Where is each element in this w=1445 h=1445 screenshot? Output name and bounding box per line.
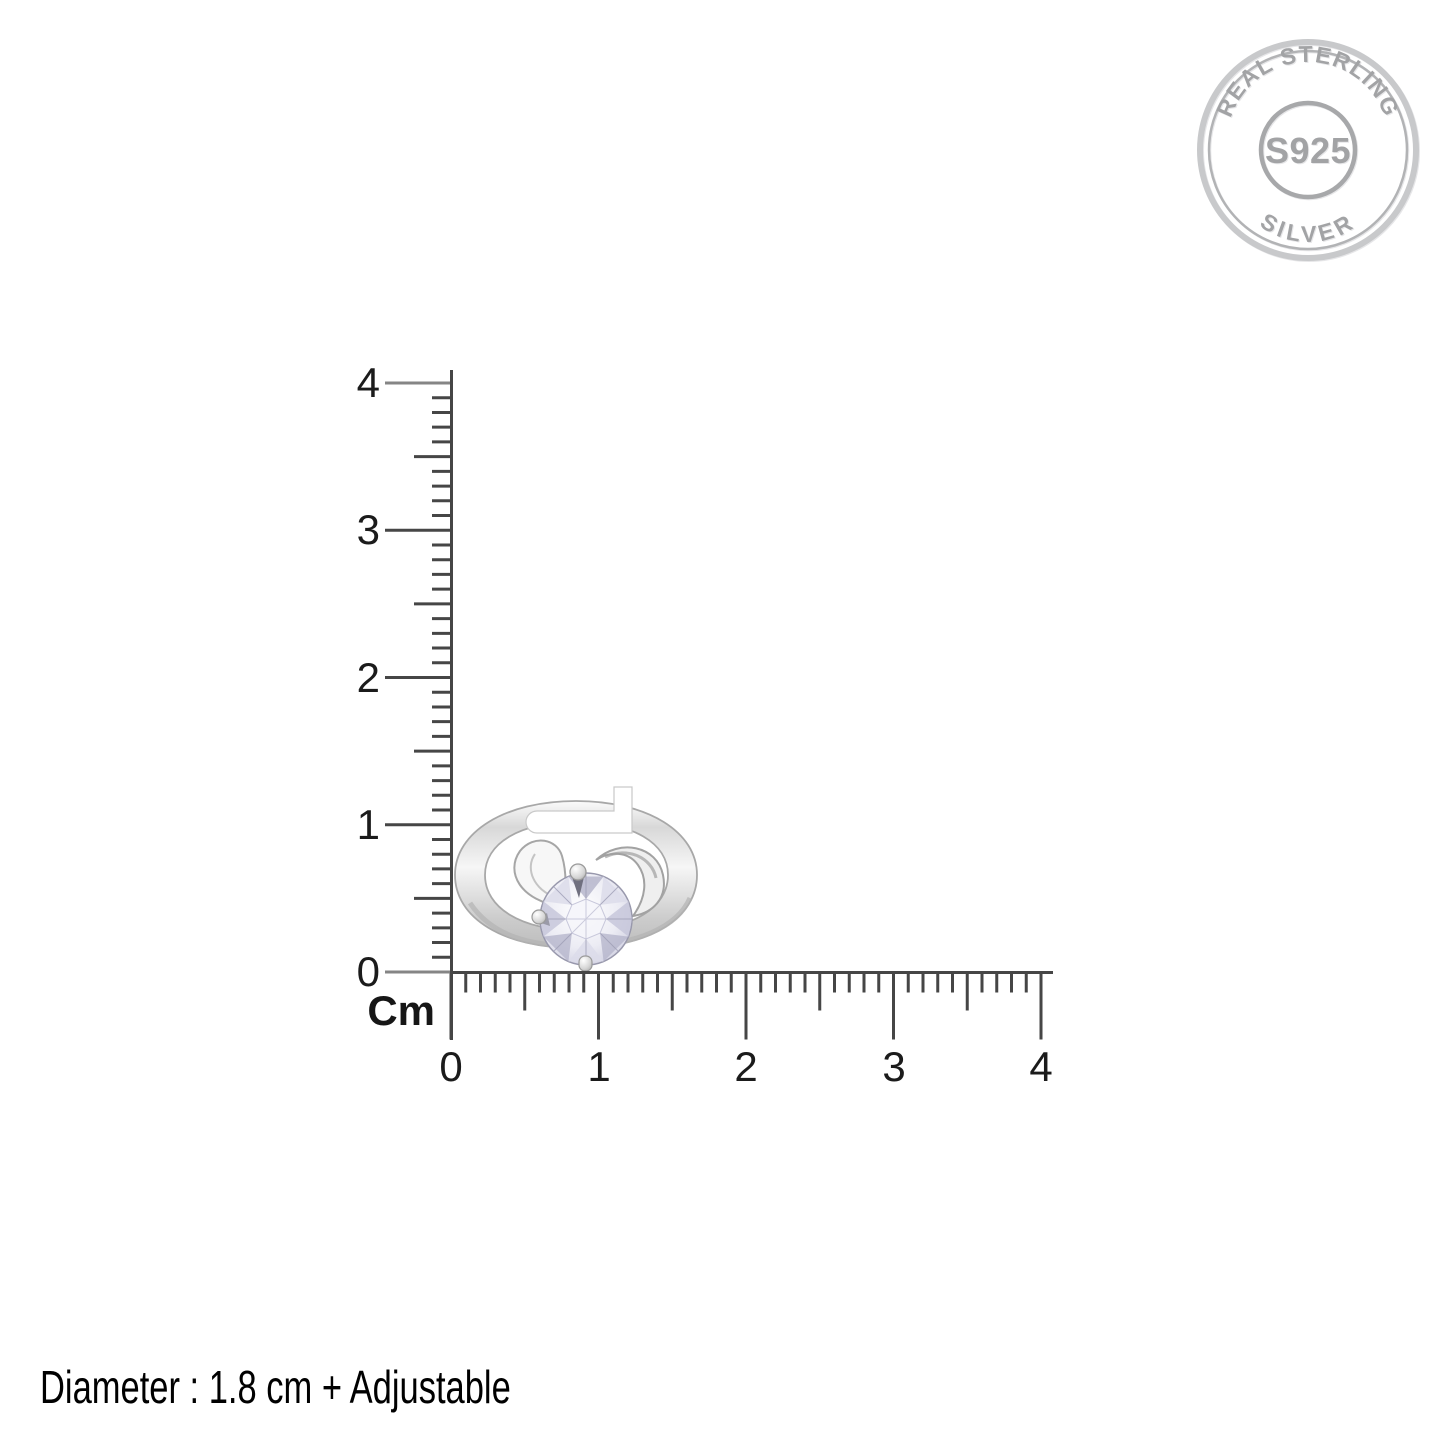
ring-photo — [454, 786, 698, 972]
stamp-center-text: S925 — [1265, 130, 1351, 171]
vertical-ruler-label-3: 3 — [356, 506, 380, 553]
horizontal-ruler — [449, 971, 1053, 1040]
vertical-ruler-label-2: 2 — [356, 654, 380, 701]
horizontal-ruler-label-1: 1 — [587, 1043, 611, 1090]
horizontal-ruler-label-2: 2 — [734, 1043, 758, 1090]
vertical-ruler — [385, 370, 453, 1040]
solitaire-stone — [539, 872, 633, 966]
ring-adjustable-gap — [525, 786, 633, 834]
caption: Diameter : 1.8 cm + Adjustable — [40, 1361, 511, 1413]
stamp-inner-border-ring — [1207, 49, 1409, 251]
ruler-unit-label: Cm — [367, 987, 435, 1034]
stamp-outer-ring — [1197, 39, 1419, 261]
ring-right-curl-shade — [604, 851, 658, 879]
vertical-ruler-label-4: 4 — [356, 359, 380, 406]
sterling-silver-stamp: REAL STERLING SILVER S925 — [1197, 39, 1419, 261]
vertical-ruler-label-1: 1 — [356, 801, 380, 848]
horizontal-ruler-label-4: 4 — [1029, 1043, 1053, 1090]
stamp-center-circle — [1258, 100, 1358, 200]
vertical-ruler-label-0: 0 — [356, 948, 380, 995]
stone-prongs — [531, 863, 593, 972]
horizontal-ruler-label-0: 0 — [439, 1043, 463, 1090]
ring-right-curl — [595, 846, 665, 918]
horizontal-ruler-label-3: 3 — [882, 1043, 906, 1090]
